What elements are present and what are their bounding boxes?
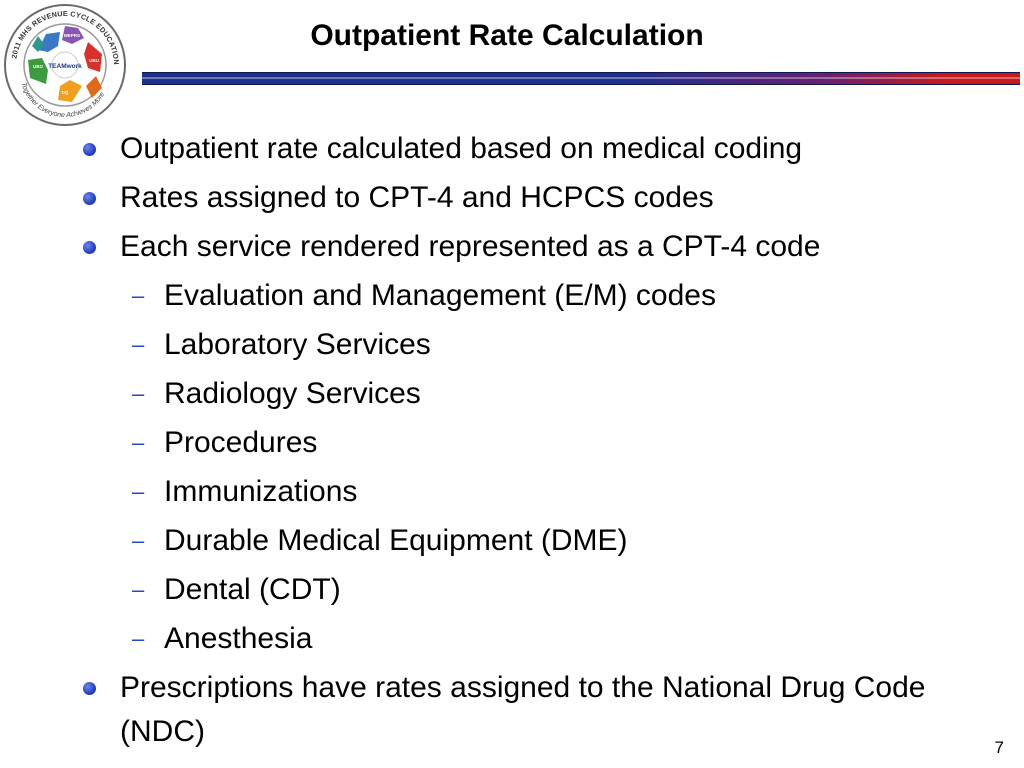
bullet-item: Prescriptions have rates assigned to the…: [80, 666, 980, 754]
bullet-text: Outpatient rate calculated based on medi…: [120, 132, 803, 165]
bullet-icon: [83, 192, 96, 205]
page-number: 7: [994, 738, 1004, 757]
logo-hand-label: DQ: [62, 90, 69, 95]
sub-bullet-text: Anesthesia: [164, 622, 313, 655]
slide-title: Outpatient Rate Calculation: [310, 19, 704, 52]
sub-bullet-item: – Laboratory Services: [80, 323, 980, 367]
dash-icon: –: [132, 381, 145, 406]
bullet-text: Rates assigned to CPT-4 and HCPCS codes: [120, 181, 714, 214]
bullet-item: Rates assigned to CPT-4 and HCPCS codes: [80, 176, 980, 220]
bullet-icon: [83, 241, 96, 254]
dash-icon: –: [132, 479, 145, 504]
sub-bullet-text: Immunizations: [164, 475, 358, 508]
logo-center-text: TEAMwork: [48, 63, 82, 70]
bullet-list: Outpatient rate calculated based on medi…: [80, 127, 980, 754]
sub-bullet-text: Procedures: [164, 426, 318, 459]
sub-bullet-text: Radiology Services: [164, 377, 421, 410]
conference-logo: 2011 MHS REVENUE CYCLE EDUCATIONAL CONFE…: [2, 2, 126, 126]
bullet-item: Outpatient rate calculated based on medi…: [80, 127, 980, 171]
sub-bullet-item: – Immunizations: [80, 470, 980, 514]
dash-icon: –: [132, 626, 145, 651]
sub-bullet-text: Durable Medical Equipment (DME): [164, 524, 628, 557]
sub-bullet-item: – Anesthesia: [80, 617, 980, 661]
logo-hand-label: UBU: [89, 58, 99, 63]
dash-icon: –: [132, 528, 145, 553]
sub-bullet-item: – Procedures: [80, 421, 980, 465]
sub-bullet-text: Laboratory Services: [164, 328, 431, 361]
logo-hand-label: MEPRS: [64, 33, 80, 38]
bullet-icon: [83, 682, 96, 695]
sub-bullet-item: – Durable Medical Equipment (DME): [80, 519, 980, 563]
bullet-text: Prescriptions have rates assigned to the…: [120, 671, 926, 748]
dash-icon: –: [132, 283, 145, 308]
sub-bullet-item: – Radiology Services: [80, 372, 980, 416]
bullet-icon: [83, 143, 96, 156]
dash-icon: –: [132, 332, 145, 357]
sub-bullet-item: – Dental (CDT): [80, 568, 980, 612]
sub-bullet-item: – Evaluation and Management (E/M) codes: [80, 274, 980, 318]
dash-icon: –: [132, 430, 145, 455]
bullet-text: Each service rendered represented as a C…: [120, 230, 821, 263]
title-underline-bar: [142, 72, 1020, 85]
sub-bullet-text: Dental (CDT): [164, 573, 341, 606]
logo-hand-label: UBO: [33, 64, 43, 69]
bullet-item: Each service rendered represented as a C…: [80, 225, 980, 269]
dash-icon: –: [132, 577, 145, 602]
sub-bullet-text: Evaluation and Management (E/M) codes: [164, 279, 716, 312]
